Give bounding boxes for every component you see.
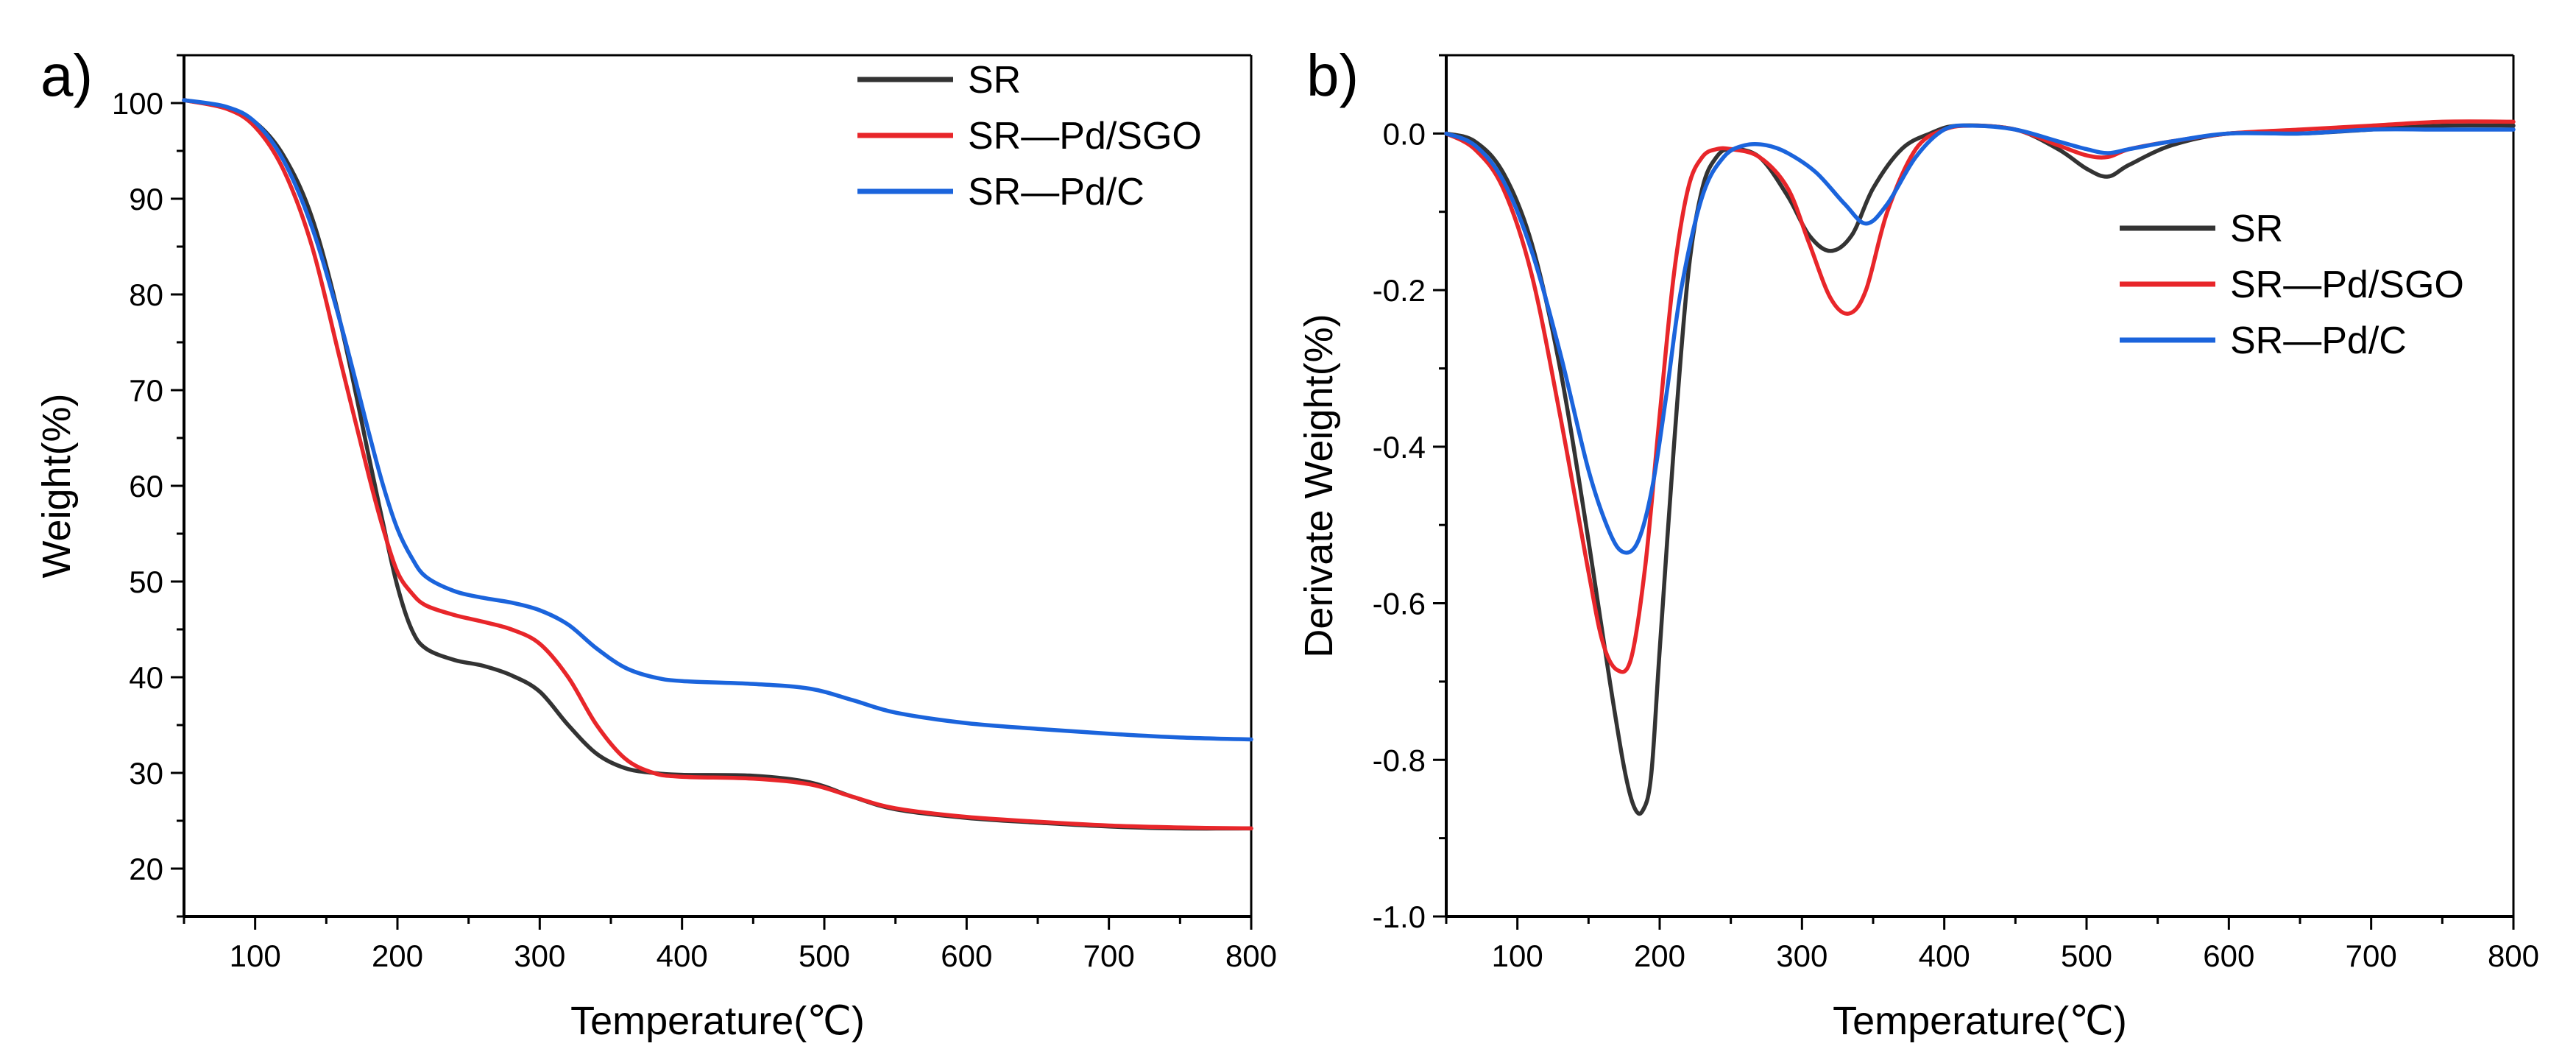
y-tick-label: 70 (129, 373, 163, 408)
y-tick-label: 50 (129, 565, 163, 599)
x-tick-label: 800 (1225, 939, 1277, 973)
x-tick-label: 600 (941, 939, 992, 973)
x-tick-label: 700 (1083, 939, 1135, 973)
y-tick-label: -0.8 (1373, 743, 1426, 777)
x-tick-label: 600 (2203, 939, 2254, 973)
y-axis-title: Weight(%) (35, 393, 79, 578)
y-tick-label: 0.0 (1383, 116, 1426, 151)
x-tick-label: 400 (657, 939, 708, 973)
x-tick-label: 700 (2346, 939, 2397, 973)
y-tick-label: -0.6 (1373, 587, 1426, 621)
x-tick-label: 500 (799, 939, 850, 973)
x-tick-label: 100 (1492, 939, 1543, 973)
legend-label-2: SR—Pd/SGO (968, 115, 1202, 158)
y-tick-label: -1.0 (1373, 900, 1426, 934)
y-tick-label: -0.2 (1373, 273, 1426, 308)
tga-weight-panel: a) 100 200 300 400 500 600 700 800 20 30 40 50 60 70 80… (35, 43, 1277, 1043)
y-tick-label: 60 (129, 469, 163, 504)
x-tick-label: 300 (514, 939, 565, 973)
x-tick-label: 800 (2488, 939, 2539, 973)
x-tick-label: 200 (372, 939, 423, 973)
x-tick-label: 500 (2061, 939, 2112, 973)
series-line-3 (1444, 123, 2516, 555)
y-tick-label: 100 (112, 86, 163, 121)
x-tick-label: 300 (1776, 939, 1827, 973)
series-line-2 (182, 98, 1253, 831)
y-axis-title: Derivate Weight(%) (1297, 314, 1341, 657)
y-tick-label: 30 (129, 756, 163, 791)
legend-label-2: SR—Pd/SGO (2230, 264, 2464, 306)
panel-label: a) (40, 43, 93, 108)
legend-label-3: SR—Pd/C (2230, 319, 2407, 362)
panel-label: b) (1306, 43, 1359, 108)
series-line-2 (1444, 119, 2516, 674)
y-tick-label: 90 (129, 182, 163, 216)
x-tick-label: 200 (1634, 939, 1685, 973)
legend-label-1: SR (2230, 208, 2283, 250)
y-tick-label: 40 (129, 660, 163, 695)
x-tick-label: 100 (230, 939, 281, 973)
dtg-derivative-panel: b) 100 200 300 400 500 600 700 800 0.0 -0.2 -0.4 -0.… (1297, 43, 2539, 1043)
x-tick-label: 400 (1919, 939, 1970, 973)
legend-label-1: SR (968, 59, 1021, 102)
x-axis-title: Temperature(℃) (1833, 999, 2127, 1043)
legend-label-3: SR—Pd/C (968, 171, 1144, 213)
y-tick-label: -0.4 (1373, 430, 1426, 464)
series-line-1 (1444, 123, 2516, 816)
y-tick-label: 20 (129, 852, 163, 886)
x-axis-title: Temperature(℃) (570, 999, 865, 1043)
y-tick-label: 80 (129, 278, 163, 312)
series-line-3 (182, 98, 1253, 742)
